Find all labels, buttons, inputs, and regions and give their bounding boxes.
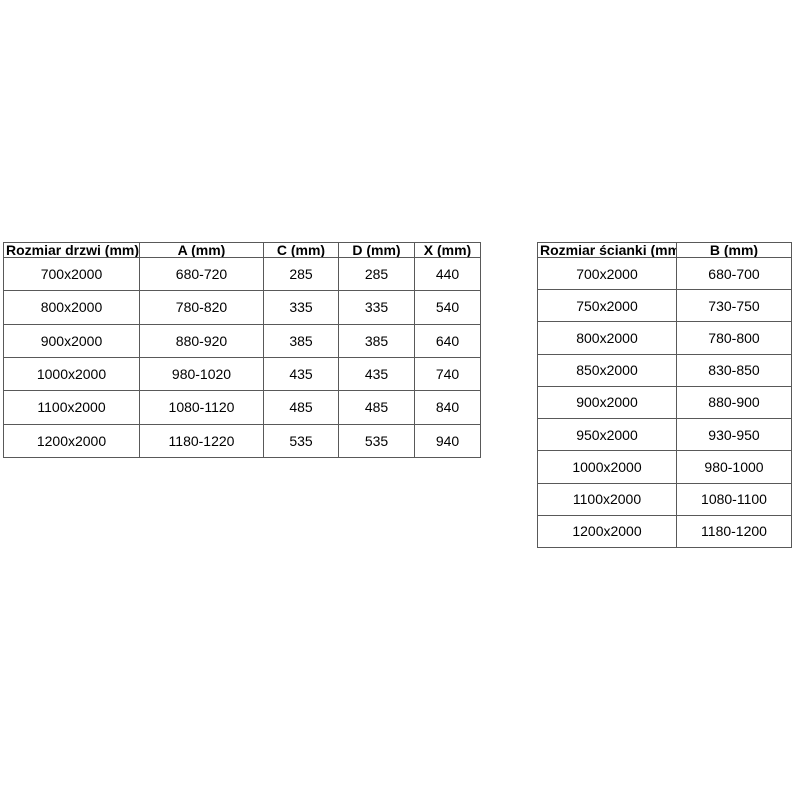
wall-b-cell: 780-800 (676, 321, 792, 355)
wall-header-rozmiar: Rozmiar ścianki (mm) (537, 242, 677, 258)
wall-b-cell: 1180-1200 (676, 514, 792, 549)
table-row: 1200x2000 1180-1200 (537, 514, 792, 549)
door-d-cell: 285 (338, 256, 415, 292)
door-x-cell: 840 (414, 390, 481, 425)
wall-b-cell: 980-1000 (676, 450, 792, 484)
table-row: 1100x2000 1080-1100 (537, 482, 792, 516)
door-a-cell: 680-720 (139, 256, 264, 292)
door-c-cell: 485 (263, 390, 339, 425)
door-c-cell: 535 (263, 423, 339, 459)
door-d-cell: 385 (338, 323, 415, 358)
table-row: 900x2000 880-900 (537, 385, 792, 420)
door-header-x: X (mm) (414, 242, 481, 258)
table-row: 1000x2000 980-1020 435 435 740 (3, 356, 481, 392)
wall-b-cell: 730-750 (676, 289, 792, 323)
wall-sizes-table: Rozmiar ścianki (mm) B (mm) 700x2000 680… (537, 242, 792, 549)
table-row: 800x2000 780-800 (537, 321, 792, 355)
door-d-cell: 485 (338, 390, 415, 425)
door-x-cell: 440 (414, 256, 481, 292)
wall-table-header-row: Rozmiar ścianki (mm) B (mm) (537, 242, 792, 258)
wall-b-cell: 1080-1100 (676, 482, 792, 516)
door-header-rozmiar: Rozmiar drzwi (mm) (3, 242, 140, 258)
door-table-header-row: Rozmiar drzwi (mm) A (mm) C (mm) D (mm) … (3, 242, 481, 258)
wall-b-cell: 880-900 (676, 385, 792, 420)
door-sizes-table: Rozmiar drzwi (mm) A (mm) C (mm) D (mm) … (3, 242, 481, 459)
door-x-cell: 540 (414, 290, 481, 325)
wall-size-cell: 900x2000 (537, 385, 677, 420)
wall-size-cell: 1000x2000 (537, 450, 677, 484)
door-x-cell: 740 (414, 356, 481, 392)
wall-size-cell: 850x2000 (537, 353, 677, 387)
table-row: 900x2000 880-920 385 385 640 (3, 323, 481, 358)
wall-b-cell: 830-850 (676, 353, 792, 387)
door-size-cell: 700x2000 (3, 256, 140, 292)
door-a-cell: 780-820 (139, 290, 264, 325)
door-d-cell: 335 (338, 290, 415, 325)
wall-size-cell: 800x2000 (537, 321, 677, 355)
door-a-cell: 1080-1120 (139, 390, 264, 425)
door-x-cell: 940 (414, 423, 481, 459)
door-size-cell: 1200x2000 (3, 423, 140, 459)
door-size-cell: 1000x2000 (3, 356, 140, 392)
door-a-cell: 880-920 (139, 323, 264, 358)
table-row: 950x2000 930-950 (537, 418, 792, 452)
door-a-cell: 1180-1220 (139, 423, 264, 459)
wall-b-cell: 680-700 (676, 256, 792, 291)
door-size-cell: 900x2000 (3, 323, 140, 358)
door-size-cell: 800x2000 (3, 290, 140, 325)
table-row: 800x2000 780-820 335 335 540 (3, 290, 481, 325)
table-row: 1200x2000 1180-1220 535 535 940 (3, 423, 481, 459)
table-row: 700x2000 680-720 285 285 440 (3, 256, 481, 292)
wall-header-b: B (mm) (676, 242, 792, 258)
door-a-cell: 980-1020 (139, 356, 264, 392)
door-size-cell: 1100x2000 (3, 390, 140, 425)
door-c-cell: 335 (263, 290, 339, 325)
table-row: 1100x2000 1080-1120 485 485 840 (3, 390, 481, 425)
door-d-cell: 435 (338, 356, 415, 392)
table-row: 750x2000 730-750 (537, 289, 792, 323)
door-x-cell: 640 (414, 323, 481, 358)
door-c-cell: 285 (263, 256, 339, 292)
door-d-cell: 535 (338, 423, 415, 459)
table-row: 700x2000 680-700 (537, 256, 792, 291)
table-row: 1000x2000 980-1000 (537, 450, 792, 484)
wall-size-cell: 700x2000 (537, 256, 677, 291)
door-header-a: A (mm) (139, 242, 264, 258)
door-c-cell: 435 (263, 356, 339, 392)
wall-size-cell: 1100x2000 (537, 482, 677, 516)
wall-size-cell: 1200x2000 (537, 514, 677, 549)
table-row: 850x2000 830-850 (537, 353, 792, 387)
door-header-c: C (mm) (263, 242, 339, 258)
wall-b-cell: 930-950 (676, 418, 792, 452)
door-header-d: D (mm) (338, 242, 415, 258)
wall-size-cell: 750x2000 (537, 289, 677, 323)
door-c-cell: 385 (263, 323, 339, 358)
wall-size-cell: 950x2000 (537, 418, 677, 452)
